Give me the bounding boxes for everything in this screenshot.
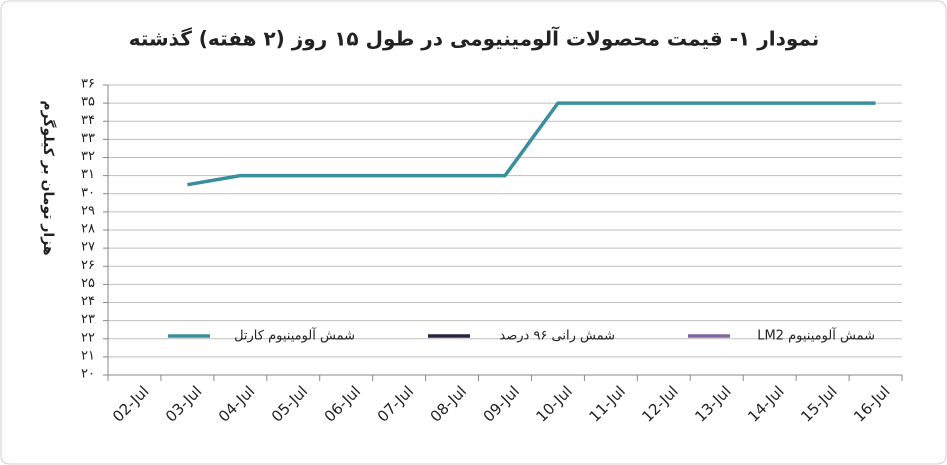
legend-label: شمش رانی ۹۶ درصد — [499, 329, 615, 344]
y-tick-label: ۲۱ — [81, 348, 95, 363]
y-tick-label: ۲۸ — [81, 222, 95, 237]
y-tick-label: ۲۰ — [81, 367, 95, 382]
y-tick-label: ۳۵ — [81, 95, 95, 110]
series-line — [187, 101, 876, 187]
y-tick-label: ۲۶ — [81, 258, 95, 273]
legend-label: شمش آلومینیوم کارتل — [234, 327, 355, 344]
y-tick-label: ۳۶ — [81, 77, 95, 92]
y-tick-label: ۳۰ — [81, 185, 95, 200]
y-tick-label: ۲۷ — [81, 240, 95, 255]
y-axis-label: هزار تومان بر کیلوگرم — [40, 100, 57, 255]
y-tick-label: ۲۵ — [81, 276, 95, 291]
y-tick-label: ۳۲ — [81, 149, 95, 164]
chart-title: نمودار ۱- قیمت محصولات آلومینیومی در طول… — [129, 26, 820, 51]
y-tick-label: ۲۹ — [81, 203, 95, 218]
y-tick-label: ۳۳ — [81, 131, 95, 146]
y-tick-label: ۲۳ — [81, 312, 95, 327]
legend-label: شمش آلومینیوم LM2 — [757, 327, 875, 344]
y-tick-label: ۳۱ — [81, 167, 95, 182]
y-tick-label: ۲۲ — [81, 330, 95, 345]
y-tick-label: ۳۴ — [81, 113, 95, 128]
y-tick-label: ۲۴ — [81, 294, 95, 309]
